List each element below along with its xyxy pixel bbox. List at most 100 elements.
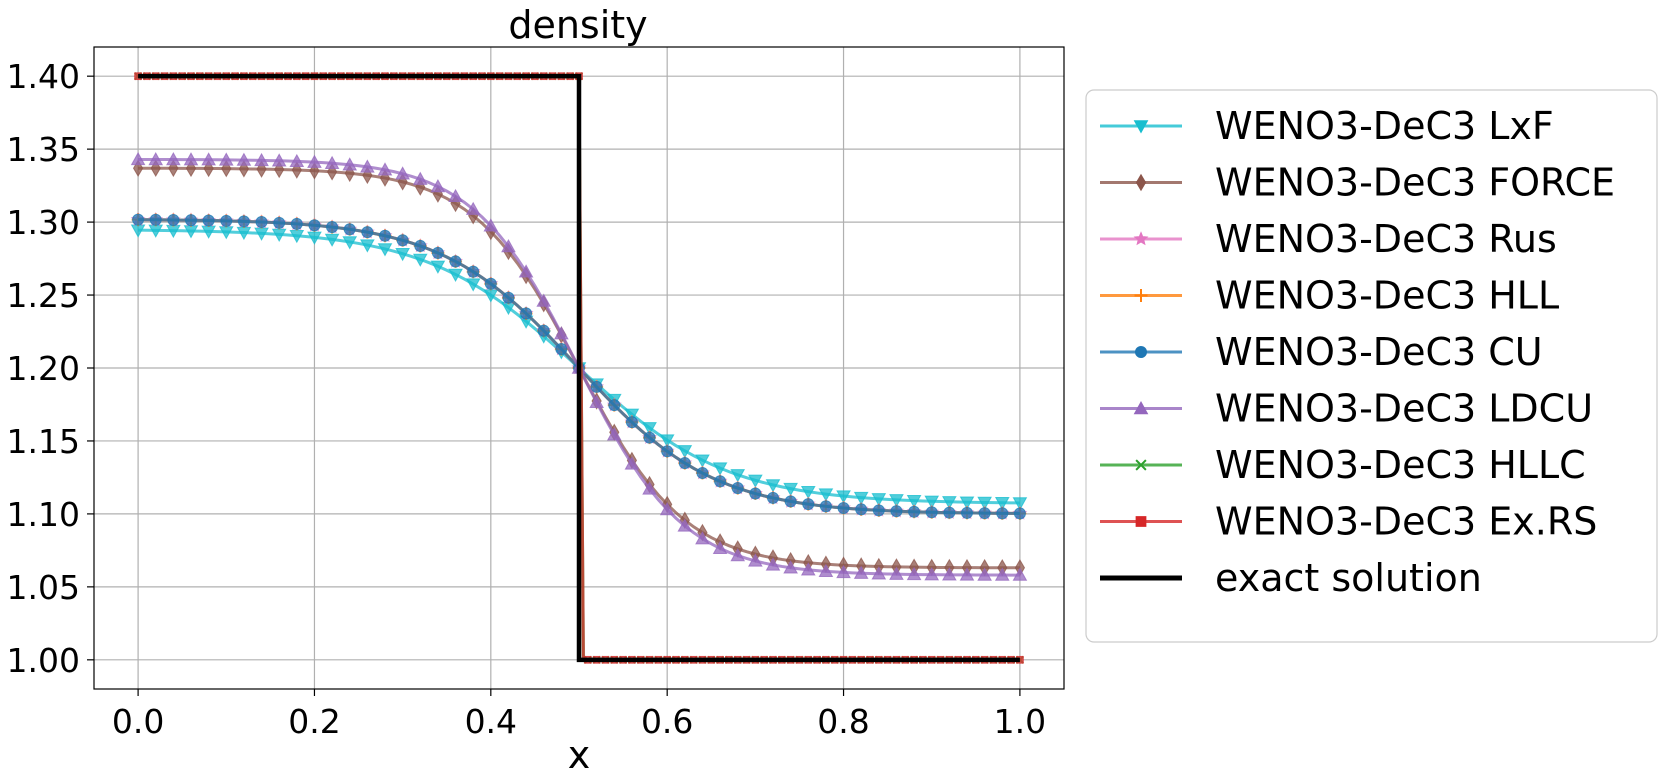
data-point [942,496,957,510]
legend-label: exact solution [1215,556,1482,600]
data-point [678,457,691,470]
data-point [449,255,462,268]
y-tick-label: 1.30 [7,203,80,242]
data-point [307,154,322,168]
data-point [555,343,568,356]
data-point [906,566,922,581]
data-point [396,234,409,247]
data-point [221,159,232,178]
legend-item: WENO3-DeC3 LDCU [1100,387,1593,431]
data-point [290,217,303,230]
data-point [430,179,446,193]
data-point [695,531,710,545]
data-point [1134,345,1148,359]
data-point [326,221,339,234]
legend-label: WENO3-DeC3 HLL [1215,274,1559,318]
data-point [132,213,145,226]
x-tick-label: 0.4 [465,702,517,741]
data-point [695,454,710,468]
x-axis-label: x [568,733,591,777]
x-axis-ticks: 0.0 0.2 0.4 0.6 0.8 1.0 [112,689,1046,741]
legend-frame [1085,89,1658,643]
data-point [168,159,179,178]
data-point [273,216,286,229]
data-point [677,445,693,459]
data-point [520,307,533,320]
data-point [183,152,199,166]
legend-item: WENO3-DeC3 Rus [1100,217,1557,261]
data-point [395,166,410,180]
data-point [766,491,780,504]
y-tick-label: 1.35 [7,130,80,169]
data-point [712,540,728,555]
data-point [412,253,428,267]
data-point [255,216,268,229]
data-point [308,219,321,232]
data-point [448,268,463,283]
legend-item: WENO3-DeC3 HLL [1100,274,1559,318]
data-point [360,159,375,173]
data-point [818,563,834,578]
data-point [942,567,957,581]
chart-title: density [508,3,647,47]
data-point [1133,120,1149,134]
data-point [714,475,727,488]
data-point [218,152,234,166]
data-point [889,566,904,580]
data-point [960,506,974,519]
legend-label: WENO3-DeC3 FORCE [1215,161,1615,205]
data-point [837,501,850,515]
series-line [138,73,1020,663]
legend-item: exact solution [1100,556,1482,600]
data-point [908,505,921,518]
data-point [625,416,638,429]
data-point [448,188,463,203]
legend-item: WENO3-DeC3 Ex.RS [1100,500,1597,544]
data-point [996,507,1009,520]
legend-item: WENO3-DeC3 HLLC [1100,443,1586,487]
data-point [377,243,393,257]
data-point [324,155,340,169]
x-tick-label: 0.8 [817,702,869,741]
data-point [149,213,162,226]
data-point [309,161,320,180]
y-tick-label: 1.40 [7,57,80,96]
data-point [1134,289,1148,302]
data-point [783,560,798,574]
legend-label: WENO3-DeC3 HLLC [1215,443,1586,487]
data-point [1012,567,1028,581]
data-point [220,214,233,227]
data-point [148,151,164,166]
data-point [554,326,569,340]
data-point [501,239,516,253]
data-point [748,553,763,567]
data-point [802,498,815,511]
y-tick-label: 1.25 [7,276,80,315]
data-point [343,223,356,236]
legend-label: WENO3-DeC3 CU [1215,330,1543,374]
data-point [661,445,674,458]
legend-label: WENO3-DeC3 LDCU [1215,387,1593,431]
data-point [361,226,374,239]
data-point [1012,497,1028,511]
data-point [465,201,481,215]
data-point [274,160,285,179]
data-point [924,567,940,581]
legend: WENO3-DeC3 LxF WENO3-DeC3 FORCE WENO3-DeC3… [1085,89,1658,643]
data-point [871,566,887,580]
data-point [1135,516,1147,527]
data-point [606,427,622,441]
data-point [730,548,746,562]
data-point [166,152,181,166]
data-point [765,479,781,493]
x-tick-label: 0.0 [112,702,164,741]
data-point [784,495,797,508]
data-point [414,239,427,252]
data-point [978,507,991,520]
data-point [518,264,534,278]
data-point [871,493,887,507]
data-point [484,277,497,290]
legend-item: WENO3-DeC3 CU [1100,330,1543,374]
data-point [483,218,499,232]
